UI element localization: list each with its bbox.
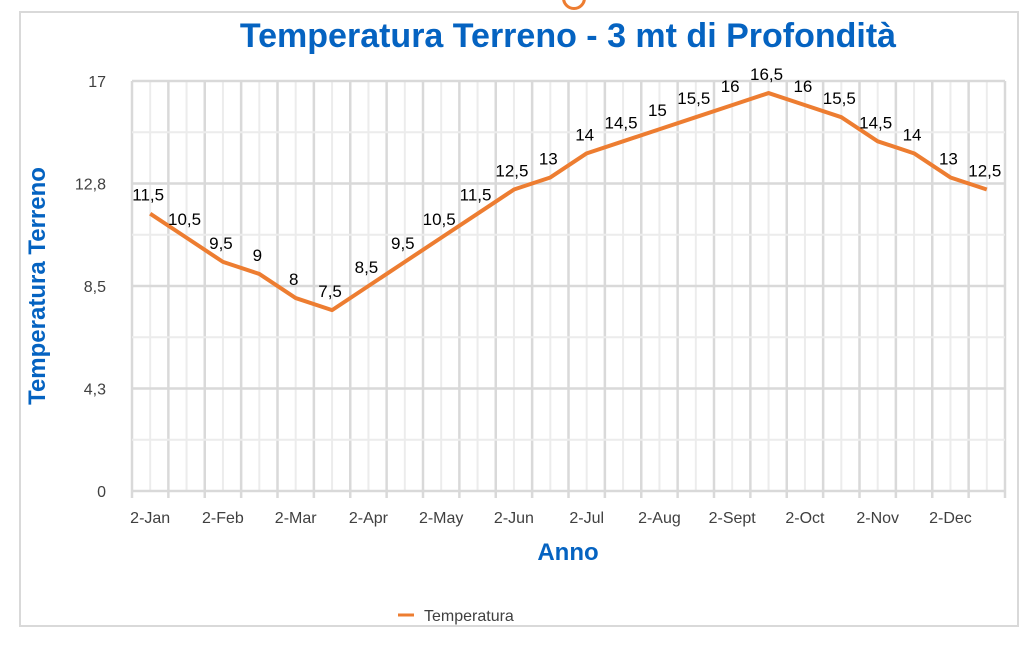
data-label: 10,5: [168, 210, 201, 229]
x-tick-label: 2-Sept: [709, 510, 757, 527]
data-label: 9: [253, 246, 262, 265]
x-tick-label: 2-Apr: [349, 510, 389, 527]
data-label: 10,5: [423, 210, 456, 229]
x-tick-label: 2-Jul: [569, 510, 604, 527]
data-label: 14: [903, 125, 922, 144]
data-label: 12,5: [495, 162, 528, 181]
x-tick-label: 2-Jun: [494, 510, 534, 527]
x-tick-label: 2-Oct: [785, 510, 825, 527]
y-tick-label: 12,8: [75, 177, 106, 194]
data-label: 7,5: [318, 282, 342, 301]
data-label: 13: [539, 149, 558, 168]
x-tick-label: 2-Aug: [638, 510, 681, 527]
x-tick-label: 2-May: [419, 510, 463, 527]
data-label: 11,5: [132, 186, 164, 205]
data-label: 8: [289, 270, 298, 289]
series-line-temperatura: [149, 91, 988, 313]
legend-label: Temperatura: [424, 608, 514, 625]
data-label: 8,5: [355, 258, 379, 277]
data-label: 14,5: [605, 113, 638, 132]
data-label: 16,5: [750, 65, 783, 84]
data-label: 16: [721, 77, 740, 96]
x-tick-label: 2-Dec: [929, 510, 972, 527]
data-label: 12,5: [968, 162, 1001, 181]
data-label: 15: [648, 101, 667, 120]
data-label: 15,5: [677, 89, 710, 108]
data-label: 14: [575, 125, 594, 144]
y-tick-label: 17: [88, 74, 106, 91]
data-label: 11,5: [460, 186, 492, 205]
data-label: 14,5: [859, 113, 892, 132]
chart-area: [19, 11, 1019, 627]
data-label: 15,5: [823, 89, 856, 108]
chart-title: Temperatura Terreno - 3 mt di Profondità: [240, 17, 896, 55]
x-axis-title: Anno: [537, 539, 598, 566]
x-tick-label: 2-Feb: [202, 510, 244, 527]
data-label: 16: [793, 77, 812, 96]
gridlines: [130, 79, 1007, 498]
data-label: 9,5: [391, 234, 415, 253]
data-label: 9,5: [209, 234, 233, 253]
x-tick-label: 2-Nov: [856, 510, 899, 527]
y-tick-label: 0: [97, 484, 106, 501]
x-tick-label: 2-Mar: [275, 510, 317, 527]
y-axis-title: Temperatura Terreno: [24, 167, 51, 405]
x-tick-label: 2-Jan: [130, 510, 170, 527]
data-label: 13: [939, 149, 958, 168]
y-tick-label: 8,5: [84, 279, 106, 296]
y-tick-label: 4,3: [84, 382, 106, 399]
